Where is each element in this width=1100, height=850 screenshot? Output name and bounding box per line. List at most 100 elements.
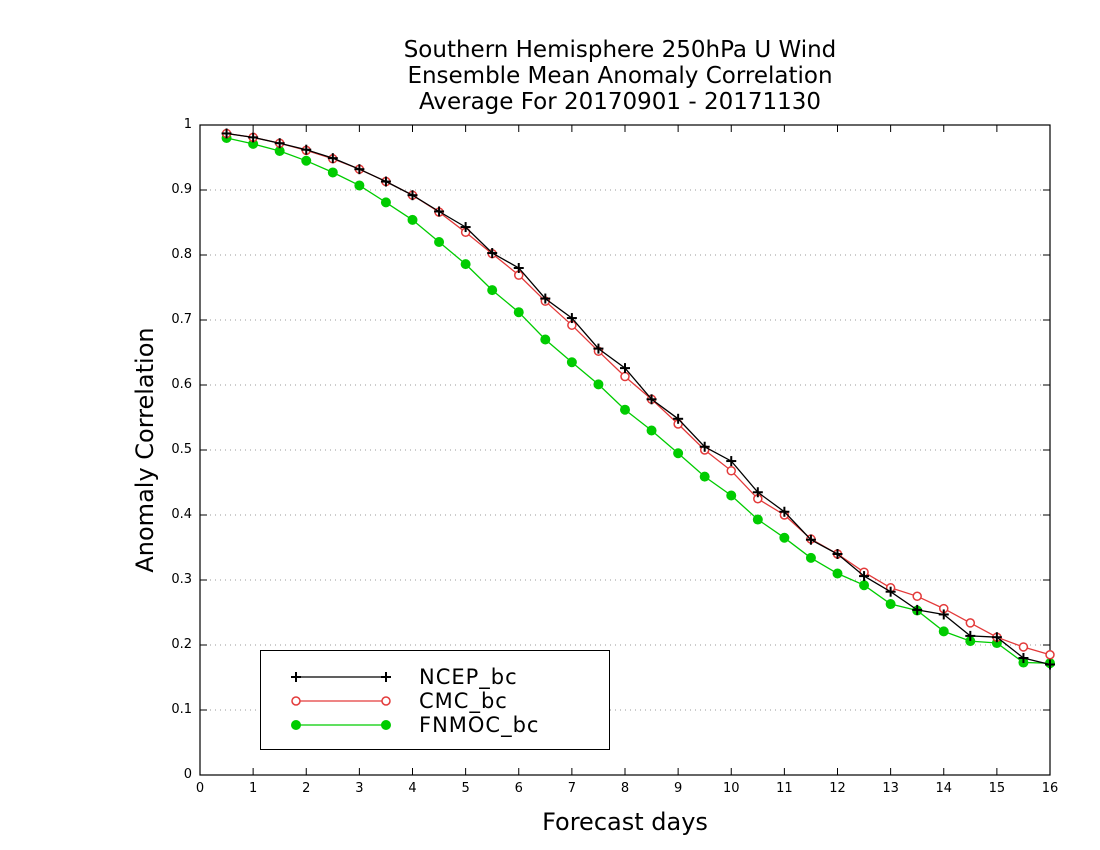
point-NCEP_bc-12 (540, 293, 551, 304)
legend-markers (291, 672, 391, 730)
y-tick-label-6: 0.6 (171, 377, 192, 392)
point-NCEP_bc-16 (646, 394, 657, 405)
x-tick-label-13: 13 (882, 781, 899, 796)
point-CMC_bc-28 (965, 618, 976, 628)
x-tick-label-16: 16 (1041, 781, 1059, 796)
y-tick-label-8: 0.8 (171, 247, 192, 262)
x-tick-label-8: 8 (620, 781, 630, 796)
point-FNMOC_bc-25 (885, 599, 896, 610)
point-NCEP_bc-11 (513, 263, 524, 273)
point-NCEP_bc-23 (832, 549, 843, 559)
y-tick-label-10: 1 (183, 117, 192, 132)
point-FNMOC_bc-20 (752, 514, 763, 525)
point-NCEP_bc-18 (699, 441, 710, 452)
point-FNMOC_bc-5 (354, 180, 365, 191)
series-line-FNMOC_bc (226, 137, 1051, 664)
point-FNMOC_bc-18 (699, 471, 710, 482)
point-FNMOC_bc-11 (513, 307, 524, 318)
point-FNMOC_bc-9 (460, 259, 471, 270)
point-CMC_bc-19 (726, 466, 736, 476)
y-tick-label-9: 0.9 (171, 182, 192, 197)
point-FNMOC_bc-4 (327, 167, 338, 178)
point-NCEP_bc-21 (779, 506, 790, 517)
point-NCEP_bc-28 (965, 630, 976, 641)
point-FNMOC_bc-7 (407, 214, 418, 225)
point-NCEP_bc-22 (805, 534, 816, 545)
point-NCEP_bc-5 (354, 164, 365, 175)
x-tick-label-3: 3 (355, 781, 364, 796)
point-NCEP_bc-30 (1018, 653, 1029, 663)
point-NCEP_bc-8 (434, 206, 445, 217)
point-FNMOC_bc-6 (380, 197, 391, 208)
point-NCEP_bc-20 (752, 487, 763, 498)
point-FNMOC_bc-15 (620, 404, 630, 415)
point-NCEP_bc-6 (380, 176, 391, 187)
point-NCEP_bc-3 (301, 144, 312, 155)
x-tick-label-7: 7 (567, 781, 577, 796)
chart-title-line-3: Average For 20170901 - 20171130 (418, 89, 822, 115)
x-tick-label-1: 1 (248, 781, 258, 796)
series-line-CMC_bc (226, 132, 1051, 656)
x-tick-label-11: 11 (776, 781, 793, 796)
legend-marker-left-CMC_bc (291, 696, 301, 706)
point-NCEP_bc-13 (566, 313, 577, 324)
point-NCEP_bc-27 (938, 609, 949, 620)
point-NCEP_bc-29 (991, 632, 1002, 643)
point-NCEP_bc-2 (274, 138, 285, 149)
point-FNMOC_bc-10 (487, 285, 498, 296)
point-NCEP_bc-25 (885, 586, 896, 597)
y-tick-label-0: 0 (183, 767, 192, 782)
point-FNMOC_bc-13 (566, 357, 577, 368)
point-FNMOC_bc-3 (301, 155, 312, 166)
x-tick-label-15: 15 (988, 781, 1006, 796)
point-FNMOC_bc-16 (646, 425, 657, 436)
point-FNMOC_bc-19 (726, 490, 737, 501)
point-NCEP_bc-17 (673, 413, 684, 424)
x-axis-label: Forecast days (542, 808, 708, 836)
point-NCEP_bc-14 (593, 343, 604, 354)
legend-label-ncep: NCEP_bc (419, 665, 518, 689)
point-FNMOC_bc-23 (832, 568, 843, 579)
y-tick-label-4: 0.4 (171, 507, 192, 522)
x-tick-label-10: 10 (722, 781, 740, 796)
y-tick-label-1: 0.1 (171, 702, 192, 717)
point-NCEP_bc-24 (859, 571, 870, 582)
point-CMC_bc-26 (912, 591, 922, 601)
point-NCEP_bc-7 (407, 190, 418, 201)
x-tick-label-9: 9 (673, 781, 683, 796)
legend-marker-left-NCEP_bc (291, 672, 301, 682)
point-NCEP_bc-4 (327, 153, 338, 164)
legend-label-cmc: CMC_bc (419, 689, 508, 713)
chart-title-line-1: Southern Hemisphere 250hPa U Wind (403, 37, 837, 63)
point-NCEP_bc-15 (620, 363, 630, 374)
x-tick-label-12: 12 (829, 781, 846, 796)
point-NCEP_bc-9 (460, 222, 471, 233)
x-tick-label-0: 0 (195, 781, 205, 796)
point-FNMOC_bc-17 (673, 448, 684, 459)
point-NCEP_bc-26 (912, 604, 923, 615)
legend-marker-left-FNMOC_bc (291, 720, 301, 730)
point-FNMOC_bc-21 (779, 532, 790, 543)
y-tick-label-5: 0.5 (171, 442, 192, 457)
point-NCEP_bc-10 (487, 248, 498, 259)
point-CMC_bc-15 (620, 371, 630, 382)
x-tick-label-6: 6 (514, 781, 523, 796)
legend-marker-right-CMC_bc (381, 696, 391, 706)
legend-label-fnmoc: FNMOC_bc (419, 713, 540, 737)
y-tick-label-2: 0.2 (171, 637, 192, 652)
x-tick-label-14: 14 (935, 781, 953, 796)
series-line-NCEP_bc (226, 132, 1051, 666)
x-tick-label-5: 5 (461, 781, 470, 796)
point-FNMOC_bc-8 (434, 237, 445, 247)
point-FNMOC_bc-14 (593, 379, 604, 390)
point-NCEP_bc-19 (726, 456, 737, 467)
point-FNMOC_bc-22 (805, 552, 816, 563)
point-CMC_bc-30 (1018, 642, 1029, 652)
legend-marker-right-FNMOC_bc (381, 720, 391, 730)
legend-marker-right-NCEP_bc (381, 672, 391, 682)
point-CMC_bc-31 (1045, 650, 1055, 660)
chart-title-line-2: Ensemble Mean Anomaly Correlation (407, 63, 833, 89)
y-tick-label-3: 0.3 (171, 572, 192, 587)
